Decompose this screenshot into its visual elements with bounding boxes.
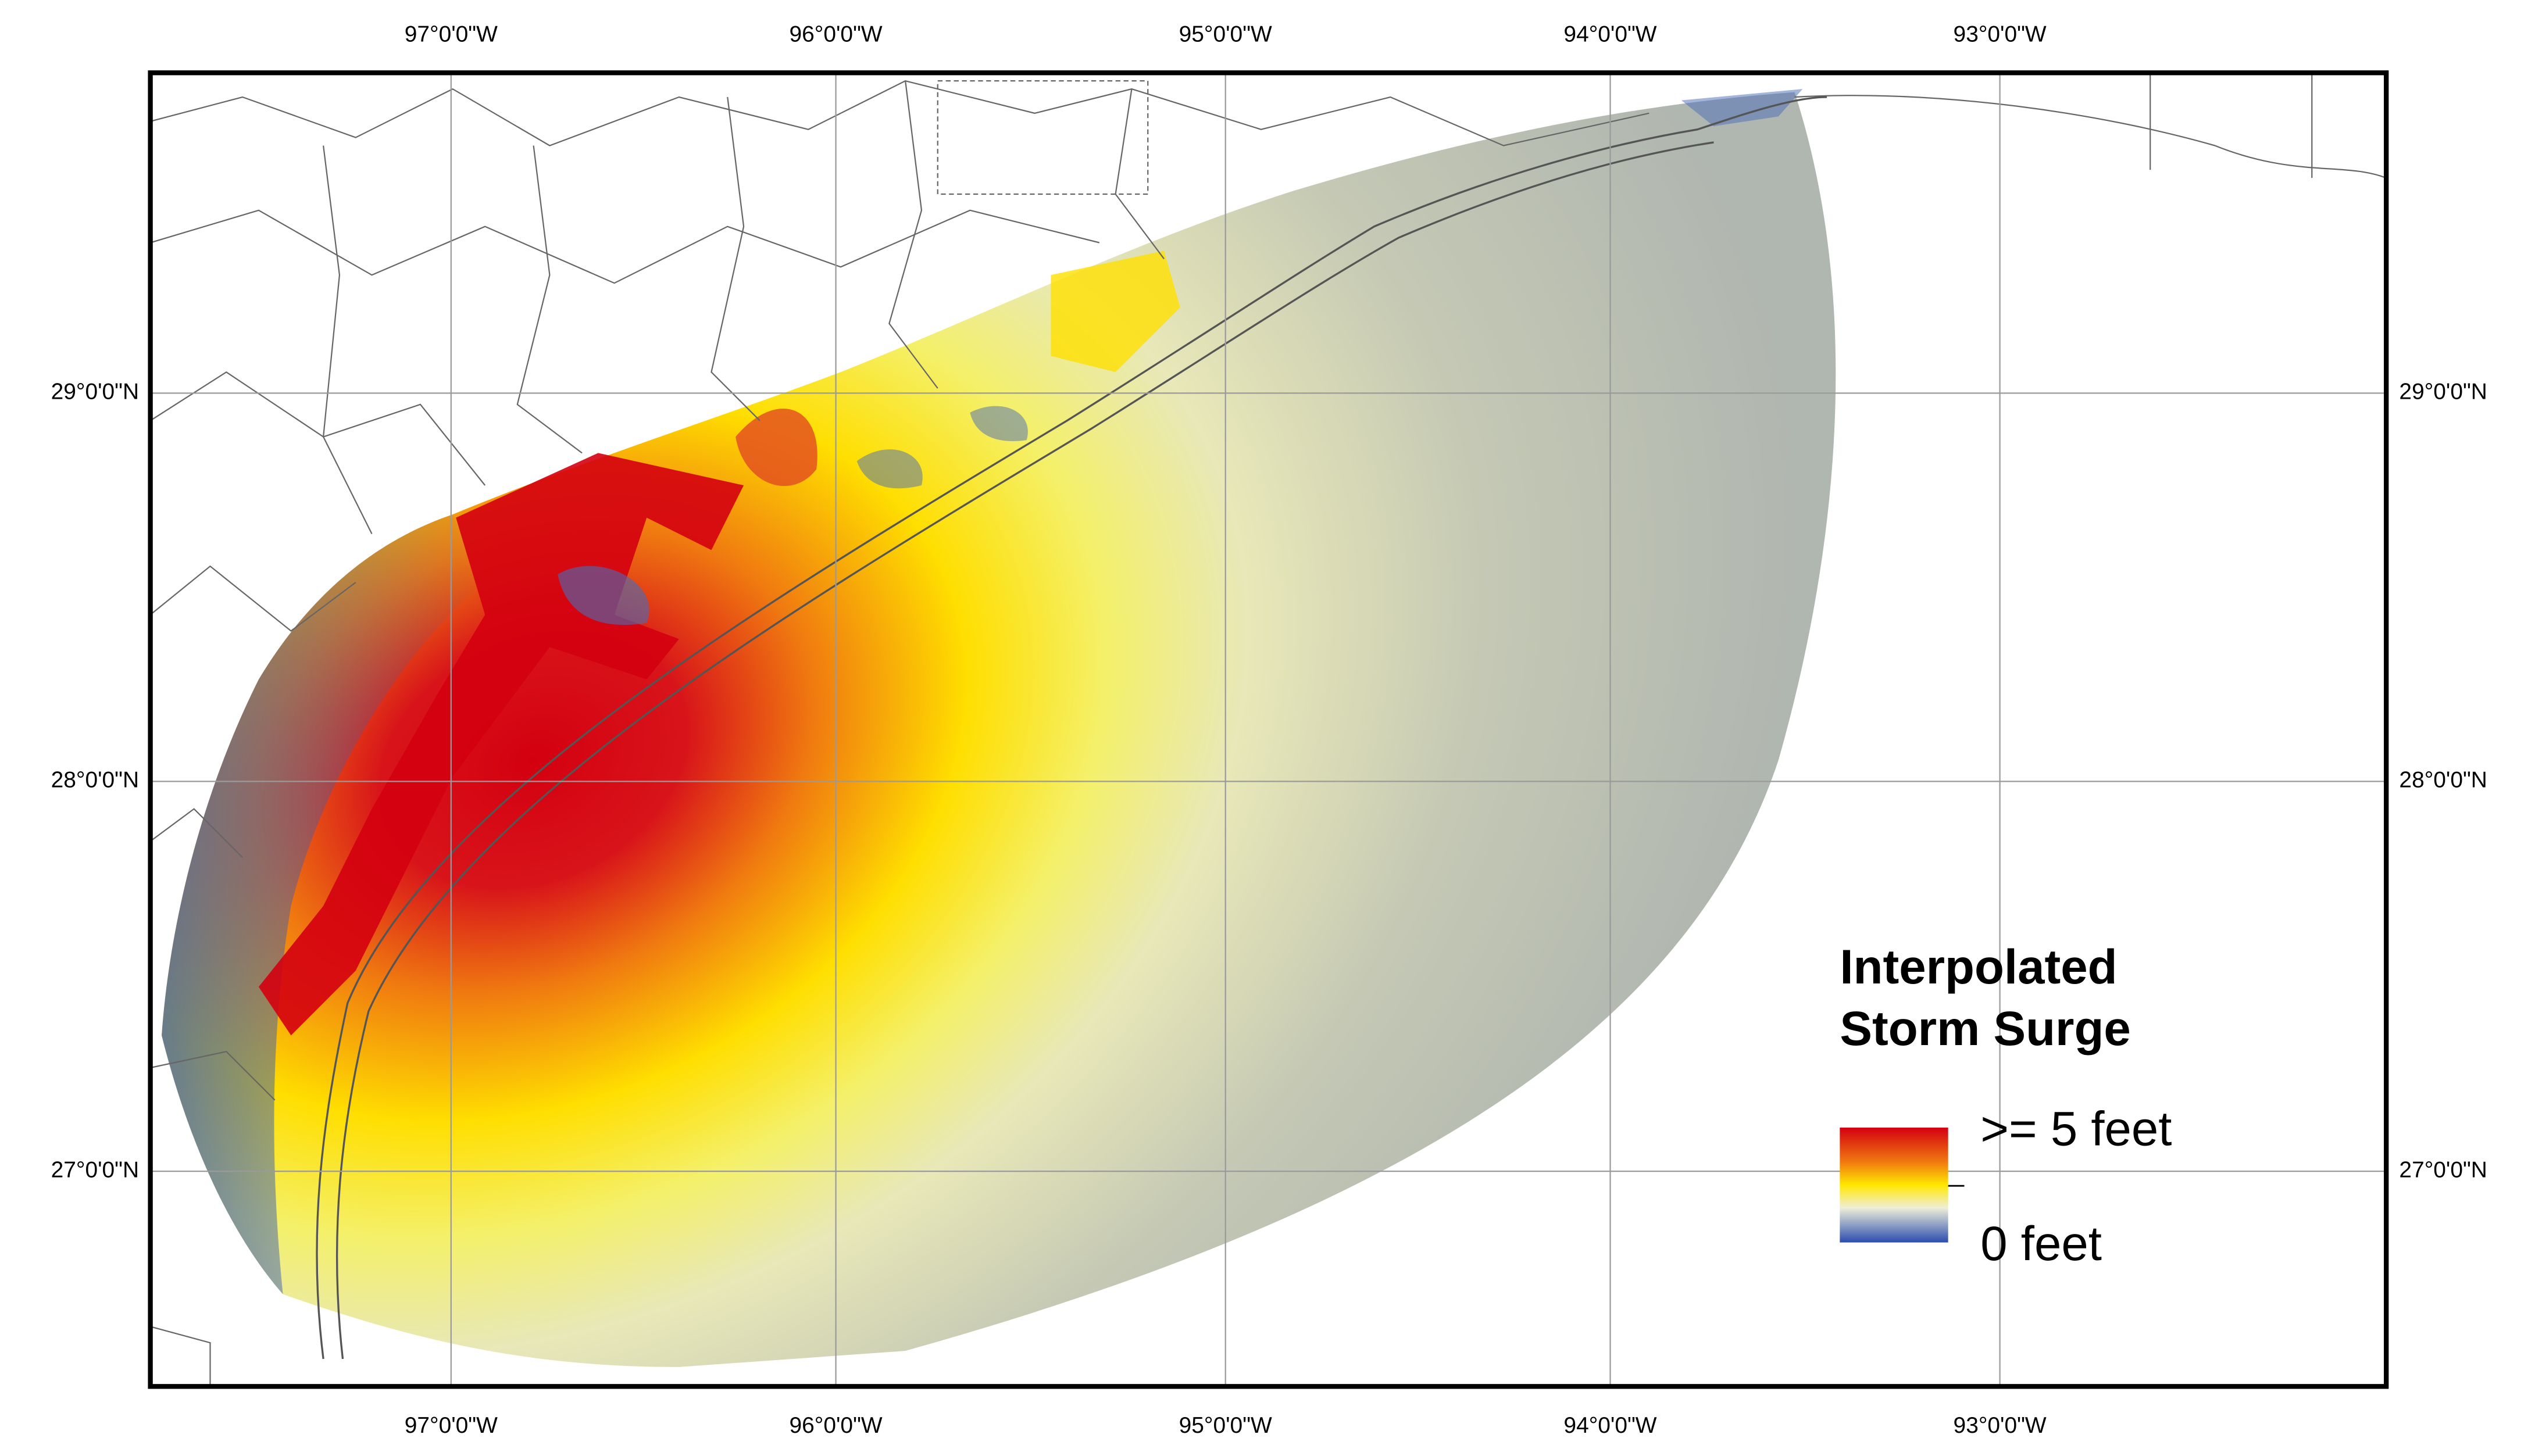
lon-label-bottom: 97°0'0"W	[405, 1413, 498, 1438]
lon-label-top: 96°0'0"W	[790, 22, 883, 47]
low-patch	[558, 566, 649, 625]
legend-low-label: 0 feet	[1980, 1216, 2102, 1271]
lat-label-right: 29°0'0"N	[2399, 380, 2487, 405]
surge-field	[162, 92, 1836, 1367]
legend-high-label: >= 5 feet	[1980, 1101, 2172, 1156]
lon-label-top: 97°0'0"W	[405, 22, 498, 47]
lat-label-left: 27°0'0"N	[51, 1157, 140, 1182]
lon-label-top: 93°0'0"W	[1954, 22, 2047, 47]
lon-label-bottom: 93°0'0"W	[1954, 1413, 2047, 1438]
coastline	[335, 141, 1714, 1360]
lon-label-top: 94°0'0"W	[1563, 22, 1656, 47]
legend-title: Storm Surge	[1840, 1001, 2130, 1056]
low-surge-fringe	[162, 514, 485, 1294]
map-frame	[148, 70, 2389, 1389]
lon-label-bottom: 94°0'0"W	[1563, 1413, 1656, 1438]
low-patch	[856, 449, 923, 489]
coastline	[316, 96, 1827, 1360]
graticule	[150, 73, 2387, 1387]
legend-color-bar	[1840, 1127, 1948, 1243]
county-boundaries	[150, 73, 2387, 1387]
bay-surge	[1051, 251, 1180, 373]
bay-surge	[258, 453, 744, 1036]
lon-label-top: 95°0'0"W	[1179, 22, 1272, 47]
lat-label-right: 27°0'0"N	[2399, 1157, 2487, 1182]
legend-title: Interpolated	[1840, 939, 2117, 994]
coordinate-labels: 97°0'0"W 97°0'0"W 96°0'0"W 96°0'0"W 95°0'0"W…	[51, 22, 2487, 1439]
bay-surge	[735, 408, 817, 486]
lat-label-left: 29°0'0"N	[51, 380, 140, 405]
lon-label-bottom: 96°0'0"W	[790, 1413, 883, 1438]
lat-label-right: 28°0'0"N	[2399, 768, 2487, 793]
lat-label-left: 28°0'0"N	[51, 768, 140, 793]
map-body	[150, 73, 2387, 1387]
lon-label-bottom: 95°0'0"W	[1179, 1413, 1272, 1438]
low-patch	[970, 406, 1028, 441]
low-patch	[1681, 89, 1803, 127]
